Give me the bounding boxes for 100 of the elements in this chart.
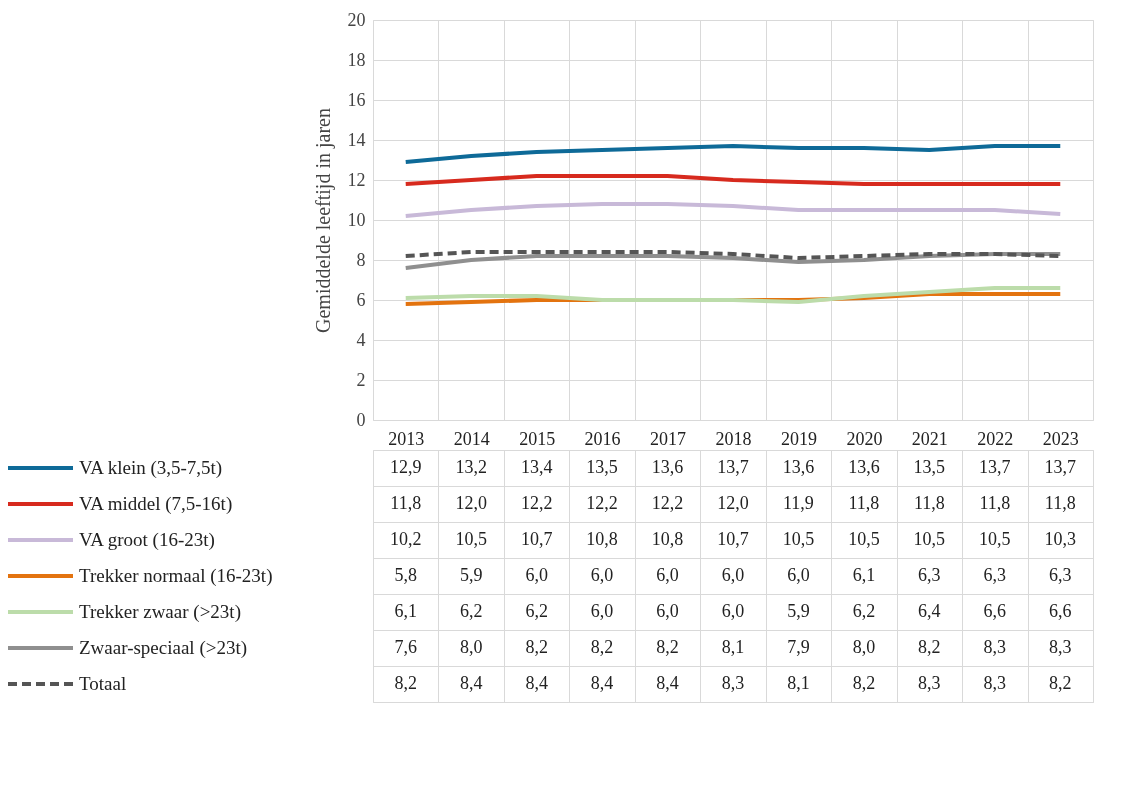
- data-label: 8,4: [525, 673, 548, 693]
- data-label: 11,8: [390, 493, 422, 513]
- y-tick-label: 20: [347, 9, 366, 30]
- data-label: 8,1: [787, 673, 810, 693]
- data-label: 6,0: [787, 565, 810, 585]
- data-label: 8,4: [590, 673, 614, 693]
- data-label: 13,7: [979, 457, 1011, 477]
- x-tick-label: 2015: [519, 428, 556, 449]
- line-series: [403, 174, 1063, 186]
- y-tick-label: 2: [356, 369, 366, 390]
- data-label: 6,6: [1049, 601, 1072, 621]
- data-label: 6,1: [394, 601, 417, 621]
- data-label: 13,6: [782, 457, 815, 477]
- data-label: 12,0: [455, 493, 487, 513]
- x-tick-label: 2014: [453, 428, 490, 449]
- line-series: [403, 144, 1063, 164]
- line-series: [403, 286, 1063, 304]
- data-label: 11,8: [913, 493, 945, 513]
- data-label: 12,2: [651, 493, 684, 513]
- data-label: 5,9: [459, 565, 483, 585]
- legend-label: VA groot (16-23t): [79, 529, 215, 551]
- data-label: 8,2: [852, 673, 876, 693]
- data-label: 13,2: [455, 457, 487, 477]
- data-label: 12,0: [717, 493, 749, 513]
- data-label: 8,3: [983, 637, 1007, 657]
- data-label: 8,3: [721, 673, 745, 693]
- data-label: 10,5: [979, 529, 1011, 549]
- data-label: 6,0: [721, 601, 745, 621]
- data-label: 8,2: [918, 637, 941, 657]
- x-tick-label: 2016: [584, 428, 621, 449]
- data-label: 8,2: [1049, 673, 1072, 693]
- data-label: 11,8: [979, 493, 1011, 513]
- data-label: 7,9: [787, 637, 810, 657]
- y-tick-label: 12: [347, 169, 366, 190]
- y-axis-title: Gemiddelde leeftijd in jaren: [311, 108, 335, 333]
- y-tick-label: 0: [356, 409, 366, 430]
- x-tick-label: 2018: [715, 428, 752, 449]
- legend-label: Trekker normaal (16-23t): [79, 565, 273, 587]
- data-label: 10,7: [520, 529, 553, 549]
- data-label: 6,0: [590, 601, 614, 621]
- data-label: 11,8: [848, 493, 880, 513]
- data-label: 12,2: [520, 493, 553, 513]
- x-tick-label: 2017: [650, 428, 687, 449]
- data-label: 10,7: [717, 529, 749, 549]
- data-label: 8,0: [852, 637, 876, 657]
- data-label: 8,3: [1049, 637, 1072, 657]
- y-tick-label: 18: [347, 49, 366, 70]
- data-label: 13,5: [913, 457, 946, 477]
- data-label: 10,3: [1044, 529, 1077, 549]
- data-label: 6,0: [656, 565, 679, 585]
- data-label: 6,0: [721, 565, 745, 585]
- y-tick-label: 8: [356, 249, 366, 270]
- data-label: 8,1: [721, 637, 745, 657]
- legend-label: Trekker zwaar (>23t): [79, 601, 241, 623]
- y-tick-label: 6: [356, 289, 366, 310]
- data-label: 10,5: [848, 529, 880, 549]
- data-label: 13,6: [651, 457, 684, 477]
- data-label: 8,2: [525, 637, 548, 657]
- legend-label: VA middel (7,5-16t): [79, 493, 233, 515]
- data-label: 6,0: [656, 601, 679, 621]
- data-label: 13,6: [848, 457, 880, 477]
- x-tick-label: 2021: [911, 428, 948, 449]
- legend-label: VA klein (3,5-7,5t): [79, 457, 223, 479]
- data-label: 6,4: [918, 601, 941, 621]
- data-label: 11,8: [1044, 493, 1076, 513]
- y-tick-label: 10: [347, 209, 366, 230]
- data-label: 11,9: [783, 493, 814, 513]
- data-label: 10,5: [782, 529, 815, 549]
- data-label: 8,2: [394, 673, 417, 693]
- data-label: 6,0: [525, 565, 548, 585]
- data-label: 5,8: [394, 565, 417, 585]
- line-series: [403, 202, 1063, 218]
- data-label: 6,1: [852, 565, 876, 585]
- data-label: 5,9: [787, 601, 810, 621]
- data-label: 10,5: [913, 529, 946, 549]
- data-label: 8,4: [459, 673, 483, 693]
- data-label: 13,7: [1044, 457, 1077, 477]
- data-label: 6,2: [525, 601, 548, 621]
- data-label: 6,2: [459, 601, 483, 621]
- data-label: 12,9: [389, 457, 422, 477]
- data-label: 8,0: [459, 637, 483, 657]
- data-label: 10,5: [455, 529, 487, 549]
- data-label: 6,3: [983, 565, 1007, 585]
- x-tick-label: 2020: [846, 428, 883, 449]
- data-label: 6,3: [1049, 565, 1072, 585]
- data-label: 8,4: [656, 673, 679, 693]
- data-label: 8,2: [590, 637, 614, 657]
- data-label: 6,3: [918, 565, 941, 585]
- data-label: 8,3: [918, 673, 941, 693]
- data-label: 10,2: [389, 529, 422, 549]
- data-label: 13,4: [520, 457, 553, 477]
- data-label: 8,3: [983, 673, 1007, 693]
- data-label: 6,0: [590, 565, 614, 585]
- data-label: 12,2: [586, 493, 618, 513]
- x-tick-label: 2022: [977, 428, 1014, 449]
- y-tick-label: 14: [347, 129, 366, 150]
- data-label: 13,5: [586, 457, 618, 477]
- x-tick-label: 2019: [780, 428, 817, 449]
- legend-label: Totaal: [79, 673, 127, 694]
- data-label: 8,2: [656, 637, 679, 657]
